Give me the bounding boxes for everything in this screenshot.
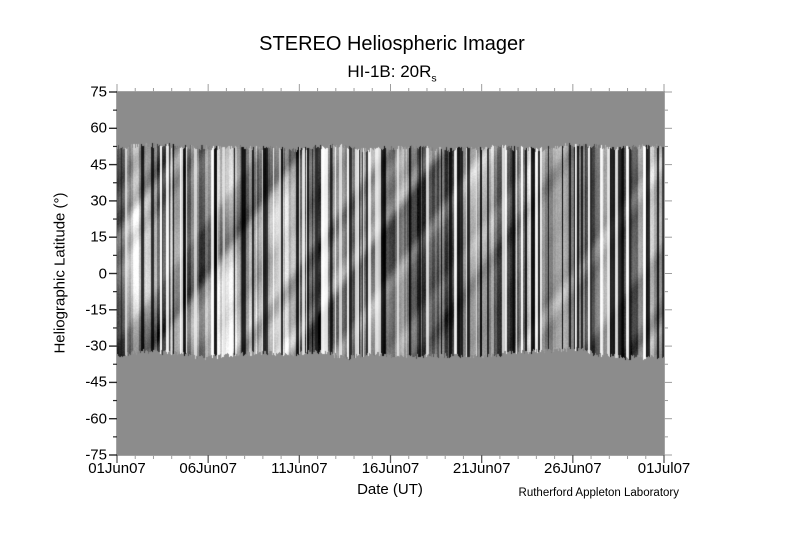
x-tick-label: 06Jun07 [179,460,237,477]
subtitle-subscript: s [431,72,437,85]
plot-title: STEREO Heliospheric Imager [259,33,525,55]
y-axis-title: Heliographic Latitude (°) [51,192,69,354]
plot-subtitle: HI-1B: 20Rs [347,62,436,84]
x-tick-label: 21Jun07 [452,460,511,477]
credit-text: Rutherford Appleton Laboratory [518,487,679,499]
plot-area [116,91,665,456]
subtitle-prefix: HI-1B: 20R [347,62,432,81]
y-tick-label: 15 [90,228,107,246]
x-tick-label: 11Jun07 [271,460,328,477]
x-tick-label: 16Jun07 [361,460,420,477]
y-tick-label: 60 [90,119,107,137]
y-tick-label: -30 [85,337,107,355]
y-tick-label: 0 [98,265,107,282]
y-tick-label: 30 [90,192,107,210]
y-tick-label: 45 [90,156,107,174]
data-band-image [117,92,664,455]
y-tick-label: 75 [90,83,107,101]
y-tick-label: -45 [85,373,107,391]
x-tick-label: 01Jul07 [637,460,691,477]
x-tick-label: 26Jun07 [544,460,602,477]
x-tick-label: 01Jun07 [88,460,146,477]
y-tick-label: -60 [85,410,107,428]
x-axis-title: Date (UT) [357,481,423,498]
y-tick-label: -15 [85,301,107,319]
y-tick-label: -75 [85,446,107,464]
